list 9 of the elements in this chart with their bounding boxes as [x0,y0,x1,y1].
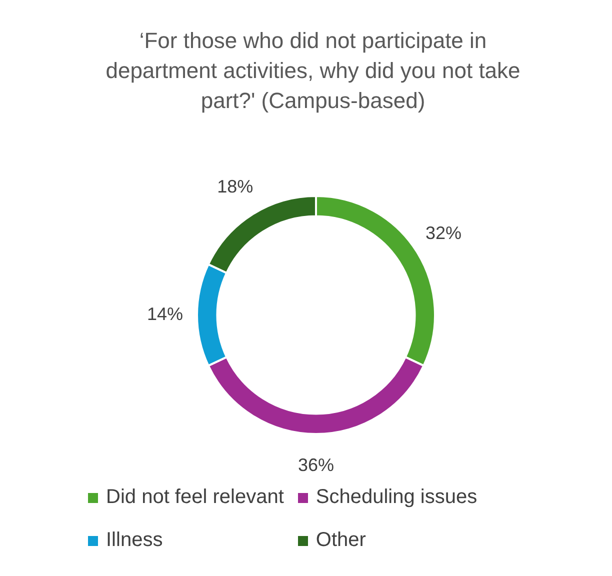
data-label: 32% [425,223,462,244]
data-label: 18% [217,176,254,196]
legend-label: Did not feel relevant [106,486,284,509]
data-label: 36% [298,454,334,475]
chart-title: ‘For those who did not participate in department activities, why did you not take part?' (Campus-based) [104,27,522,115]
legend-label: Scheduling issues [316,486,478,509]
legend-label: Other [316,529,366,552]
legend-label: Illness [106,529,163,552]
data-label: 14% [146,304,184,324]
